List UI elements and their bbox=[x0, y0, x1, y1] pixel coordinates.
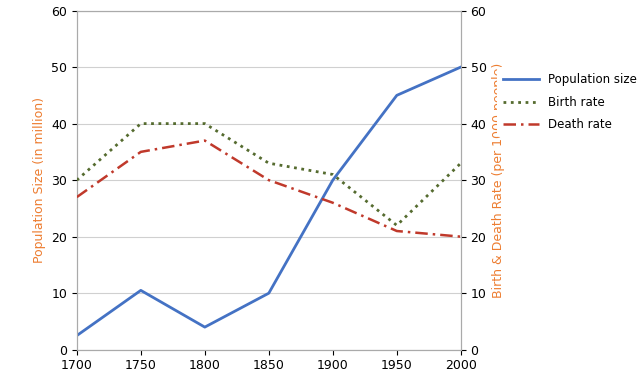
Death rate bbox=[393, 229, 401, 233]
Population size bbox=[457, 65, 465, 69]
Death rate bbox=[137, 150, 145, 154]
Birth rate bbox=[201, 121, 209, 126]
Death rate bbox=[457, 234, 465, 239]
Birth rate bbox=[265, 161, 273, 166]
Population size bbox=[329, 178, 337, 183]
Population size bbox=[393, 93, 401, 98]
Death rate bbox=[73, 195, 81, 199]
Y-axis label: Birth & Death Rate (per 1000 people): Birth & Death Rate (per 1000 people) bbox=[492, 62, 505, 298]
Line: Birth rate: Birth rate bbox=[77, 124, 461, 225]
Y-axis label: Population Size (in million): Population Size (in million) bbox=[33, 97, 45, 263]
Birth rate bbox=[393, 223, 401, 228]
Birth rate bbox=[457, 161, 465, 166]
Population size bbox=[137, 288, 145, 293]
Line: Death rate: Death rate bbox=[77, 141, 461, 237]
Legend: Population size, Birth rate, Death rate: Population size, Birth rate, Death rate bbox=[497, 67, 640, 137]
Line: Population size: Population size bbox=[77, 67, 461, 336]
Birth rate bbox=[329, 172, 337, 177]
Population size bbox=[73, 333, 81, 338]
Birth rate bbox=[73, 178, 81, 183]
Death rate bbox=[265, 178, 273, 183]
Death rate bbox=[329, 200, 337, 205]
Population size bbox=[265, 291, 273, 296]
Birth rate bbox=[137, 121, 145, 126]
Population size bbox=[201, 325, 209, 329]
Death rate bbox=[201, 138, 209, 143]
